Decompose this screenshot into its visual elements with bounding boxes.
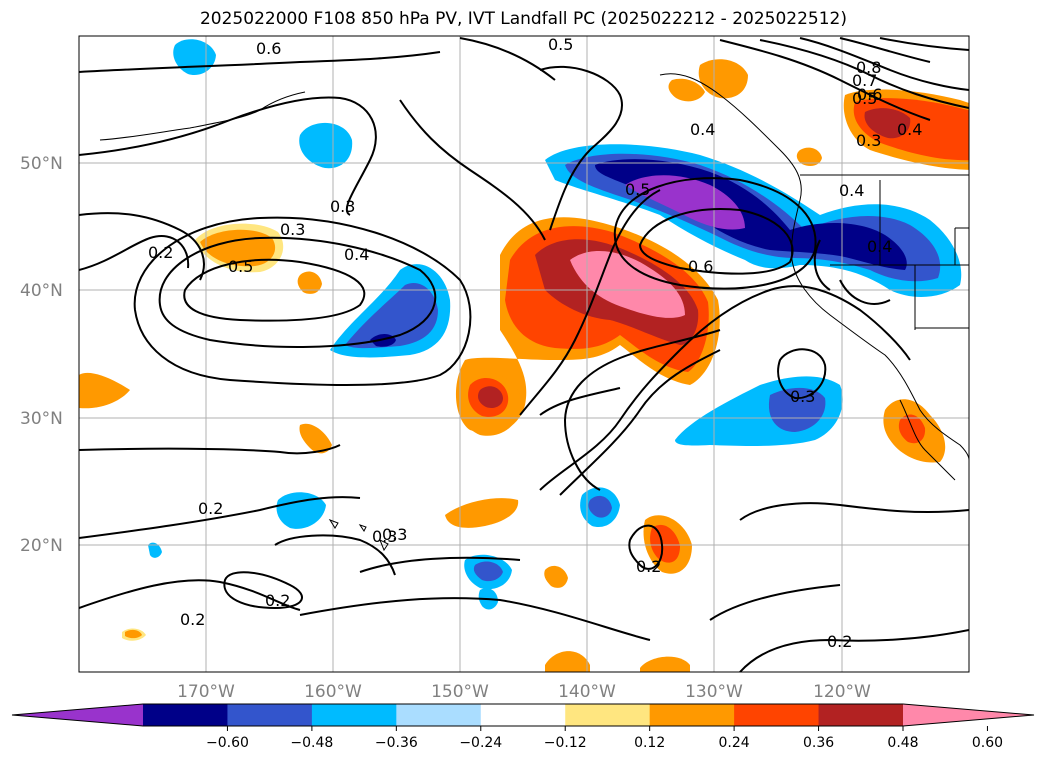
lon-label: 160°W [304,682,362,702]
contour-label: 0.5 [625,180,650,199]
colorbar-segment [480,704,566,726]
longitude-labels: 170°W 160°W 150°W 140°W 130°W 120°W [177,682,871,702]
contour-label: 0.5 [548,35,573,54]
lon-label: 120°W [813,682,871,702]
contour-label: 0.2 [180,610,205,629]
contour-label: 0.6 [688,257,713,276]
colorbar-tick-label: −0.60 [206,735,249,751]
lon-label: 140°W [558,682,616,702]
contour-label: 0.2 [265,591,290,610]
colorbar-segment [649,704,735,726]
colorbar-tick-label: 0.24 [719,735,750,751]
lon-label: 130°W [685,682,743,702]
contour-label: 0.7 [852,71,877,90]
colorbar-segment [227,704,313,726]
colorbar-segment [396,704,482,726]
colorbar-segment [818,704,904,726]
pv-anomaly-shading [79,39,969,672]
contour-label: 0.2 [827,632,852,651]
contour-label: 0.2 [636,557,661,576]
latitude-labels: 50°N 40°N 30°N 20°N [20,154,63,556]
contour-label: 0.4 [897,120,922,139]
contour-label: 0.3 [790,387,815,406]
contour-label: 0.3 [372,527,397,546]
colorbar: −0.60 −0.48 −0.36 −0.24 −0.12 0.12 0.24 0.36 0.4… [11,703,1035,751]
colorbar-extend-low [12,704,143,726]
ivt-contours [79,37,969,672]
colorbar-tick-label: −0.24 [459,735,502,751]
contour-label: 0.5 [228,257,253,276]
colorbar-segment [734,704,820,726]
lon-label: 150°W [431,682,489,702]
contour-label: 0.3 [856,131,881,150]
colorbar-segment [311,704,397,726]
colorbar-tick-label: 0.48 [887,735,918,751]
colorbar-tick-label: −0.36 [375,735,418,751]
contour-label: 0.4 [690,120,715,139]
lat-label: 40°N [20,281,63,301]
map-title: 2025022000 F108 850 hPa PV, IVT Landfall… [199,9,847,29]
colorbar-tick-label: 0.12 [634,735,665,751]
contour-label: 0.2 [198,499,223,518]
lon-label: 170°W [177,682,235,702]
lat-label: 20°N [20,536,63,556]
contour-label: 0.3 [382,525,407,544]
contour-label: 0.3 [330,197,355,216]
map-frame [78,35,970,673]
contour-labels: 0.6 0.5 0.8 0.7 0.6 0.5 0.4 0.3 0.4 0.3 … [148,35,922,651]
contour-label: 0.2 [148,243,173,262]
colorbar-extend-high [903,704,1034,726]
contour-label: 0.8 [856,58,881,77]
colorbar-outline [11,703,1035,727]
contour-label: 0.6 [256,39,281,58]
colorbar-tick-label: 0.60 [972,735,1003,751]
colorbar-tick-label: 0.36 [803,735,834,751]
contour-label: 0.5 [852,89,877,108]
contour-label: 0.3 [280,220,305,239]
contour-label: 0.4 [839,181,864,200]
contour-label: 0.6 [857,85,882,104]
colorbar-segment [565,704,651,726]
colorbar-segment [143,704,228,726]
colorbar-tick-label: −0.12 [544,735,587,751]
contour-label: 0.4 [344,245,369,264]
colorbar-tick-label: −0.48 [290,735,333,751]
lat-label: 50°N [20,154,63,174]
contour-label: 0.4 [867,237,892,256]
lat-label: 30°N [20,409,63,429]
